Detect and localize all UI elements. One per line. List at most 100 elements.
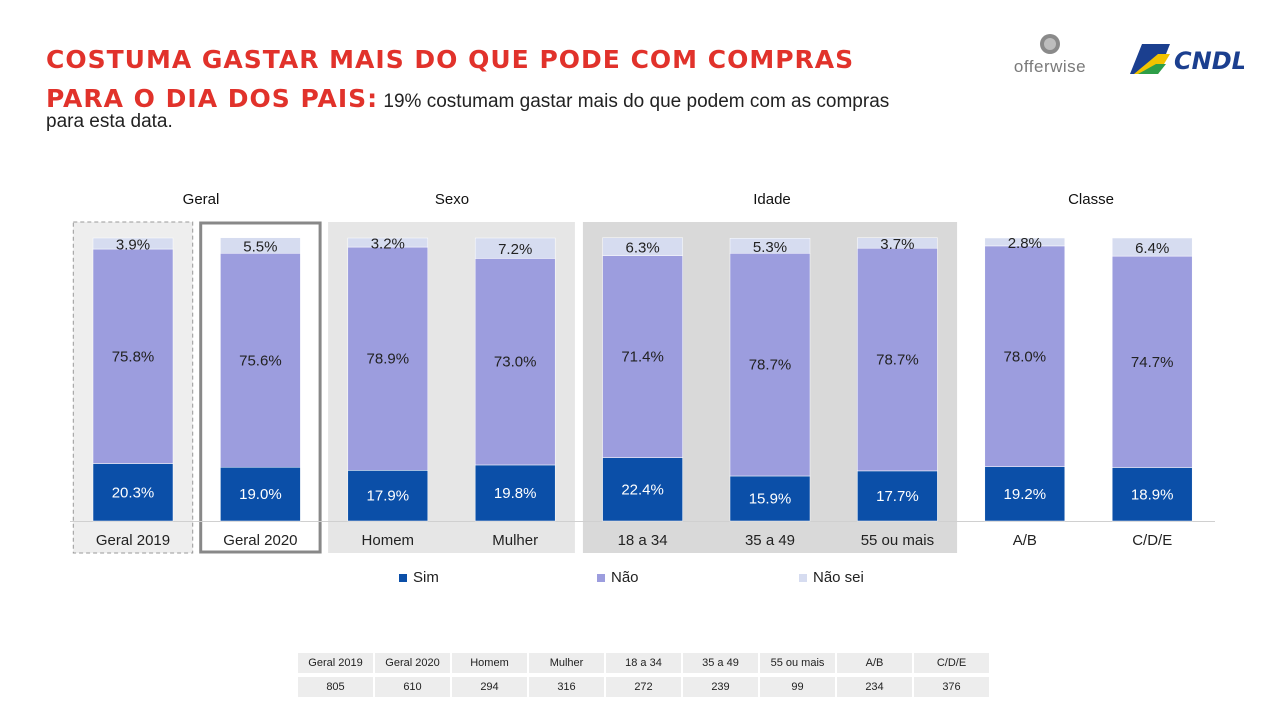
- offerwise-logo: offerwise: [1014, 34, 1086, 76]
- data-label-nao: 78.0%: [1004, 348, 1047, 365]
- bar-segment-sim: [984, 466, 1066, 522]
- table-cell: 35 a 49: [683, 653, 758, 673]
- bar-segment-nao-sei: [474, 237, 556, 259]
- bar-segment-nao: [602, 255, 683, 458]
- offerwise-logo-text: offerwise: [1014, 57, 1086, 76]
- group-label-sexo: Sexo: [434, 191, 470, 208]
- data-label-nao: 78.7%: [749, 357, 792, 374]
- table-cell: C/D/E: [914, 653, 989, 673]
- bar-segment-nao-sei: [92, 237, 174, 250]
- x-tick-label: 35 a 49: [745, 532, 795, 549]
- data-label-nao-sei: 3.7%: [880, 236, 914, 253]
- table-cell: 610: [375, 677, 450, 697]
- table-cell: 272: [606, 677, 681, 697]
- legend-swatch-nao-sei: [799, 573, 807, 582]
- legend-label-sim: Sim: [413, 569, 439, 586]
- bar-segment-nao-sei: [984, 237, 1066, 247]
- group-label-geral: Geral: [182, 191, 220, 208]
- table-cell: Geral 2020: [375, 653, 450, 673]
- bar-segment-nao: [857, 247, 938, 472]
- bar-segment-sim: [92, 463, 174, 522]
- table-cell: 294: [452, 677, 527, 697]
- table-cell: 99: [760, 677, 835, 697]
- table-header-row: Geral 2019 Geral 2020 Homem Mulher 18 a …: [298, 653, 989, 673]
- table-row: 805 610 294 316 272 239 99 234 376: [298, 677, 989, 697]
- bar-segment-nao-sei: [220, 237, 301, 254]
- data-label-nao-sei: 5.5%: [243, 238, 277, 255]
- bar-segment-nao: [92, 248, 174, 464]
- data-label-nao-sei: 3.2%: [371, 236, 405, 253]
- bar-segment-sim: [857, 470, 938, 522]
- cndl-logo: CNDL: [1130, 44, 1244, 75]
- table-cell: 316: [529, 677, 604, 697]
- legend-label-nao-sei: Não sei: [813, 569, 864, 586]
- table-cell: Geral 2019: [298, 653, 373, 673]
- table-cell: 18 a 34: [606, 653, 681, 673]
- data-label-sim: 22.4%: [621, 481, 664, 498]
- bar-segment-sim: [220, 466, 301, 522]
- bar-segment-nao-sei: [347, 237, 429, 248]
- data-label-nao-sei: 6.3%: [625, 240, 659, 257]
- x-tick-label: C/D/E: [1132, 532, 1172, 549]
- title-line2-rest: 19% costumam gastar mais do que podem co…: [378, 91, 890, 112]
- bar-segment-nao-sei: [602, 237, 683, 256]
- page-title: COSTUMA GASTAR MAIS DO QUE PODE COM COMP…: [46, 42, 966, 120]
- bar-segment-nao: [220, 253, 301, 468]
- data-label-sim: 19.8%: [494, 485, 537, 502]
- bar-segment-sim: [602, 457, 683, 522]
- legend-swatch-nao: [597, 573, 605, 582]
- bar-segment-nao-sei: [857, 237, 938, 249]
- bar-segment-sim: [347, 470, 429, 522]
- bar-segment-nao: [984, 245, 1066, 467]
- data-label-sim: 19.2%: [1004, 486, 1047, 503]
- bar-segment-sim: [474, 464, 556, 522]
- data-label-nao-sei: 5.3%: [753, 239, 787, 256]
- legend-item-nao: Não: [597, 569, 639, 586]
- data-label-nao: 75.8%: [112, 348, 155, 365]
- bar-segment-nao-sei: [729, 238, 811, 254]
- data-label-nao-sei: 6.4%: [1135, 240, 1169, 257]
- x-tick-label: 18 a 34: [618, 532, 668, 549]
- data-label-sim: 17.7%: [876, 488, 919, 505]
- bar-segment-nao: [729, 253, 811, 477]
- x-tick-label: Geral 2020: [223, 532, 297, 549]
- cndl-logo-text: CNDL: [1174, 47, 1244, 75]
- table-cell: 805: [298, 677, 373, 697]
- data-label-sim: 19.0%: [239, 486, 282, 503]
- legend-label-nao: Não: [611, 569, 639, 586]
- x-tick-label: 55 ou mais: [861, 532, 934, 549]
- legend-item-nao-sei: Não sei: [799, 569, 864, 586]
- x-tick-label: Mulher: [492, 532, 538, 549]
- base-size-table: Geral 2019 Geral 2020 Homem Mulher 18 a …: [296, 649, 991, 701]
- title-line3: para esta data.: [46, 111, 173, 132]
- table-cell: 234: [837, 677, 912, 697]
- bar-segment-nao: [474, 258, 556, 466]
- data-label-nao: 73.0%: [494, 354, 537, 371]
- group-label-classe: Classe: [1068, 191, 1114, 208]
- data-label-nao: 78.9%: [367, 351, 410, 368]
- data-label-nao-sei: 2.8%: [1008, 235, 1042, 252]
- data-label-nao: 74.7%: [1131, 354, 1174, 371]
- data-label-nao: 75.6%: [239, 352, 282, 369]
- data-label-sim: 18.9%: [1131, 486, 1174, 503]
- data-label-nao-sei: 3.9%: [116, 237, 150, 254]
- x-tick-label: Geral 2019: [96, 532, 170, 549]
- data-label-nao: 78.7%: [876, 352, 919, 369]
- x-tick-label: Homem: [362, 532, 415, 549]
- data-label-sim: 15.9%: [749, 491, 792, 508]
- table-cell: A/B: [837, 653, 912, 673]
- frame-geral-2020: [199, 221, 322, 554]
- table-cell: 55 ou mais: [760, 653, 835, 673]
- bar-segment-nao: [347, 246, 429, 471]
- data-label-nao: 71.4%: [621, 349, 664, 366]
- table-cell: Homem: [452, 653, 527, 673]
- data-label-sim: 17.9%: [367, 488, 410, 505]
- group-label-idade: Idade: [753, 191, 791, 208]
- table-cell: 376: [914, 677, 989, 697]
- data-label-nao-sei: 7.2%: [498, 241, 532, 258]
- x-tick-label: A/B: [1013, 532, 1037, 549]
- bar-segment-sim: [1111, 467, 1193, 522]
- title-line2-red: PARA O DIA DOS PAIS:: [46, 84, 379, 113]
- legend-item-sim: Sim: [399, 569, 439, 586]
